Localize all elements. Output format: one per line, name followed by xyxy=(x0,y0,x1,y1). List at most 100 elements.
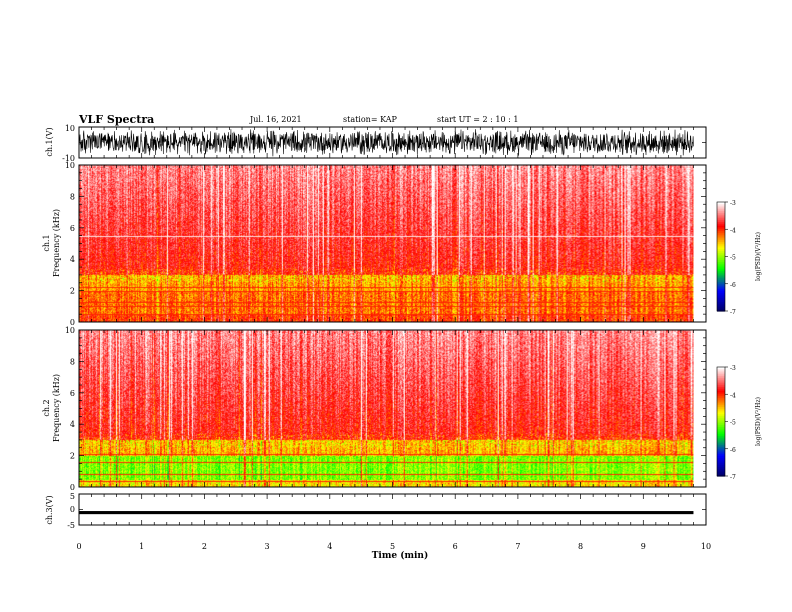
colorbar-segment xyxy=(717,428,725,432)
colorbar-segment xyxy=(717,377,725,381)
time-tick-label: 6 xyxy=(453,542,458,551)
colorbar-segment xyxy=(717,403,725,406)
colorbar-segment xyxy=(717,386,725,390)
colorbar-segment xyxy=(717,212,725,216)
frequency-tick-label: 8 xyxy=(70,192,75,201)
colorbar-segment xyxy=(717,225,725,229)
colorbar-segment xyxy=(717,240,725,243)
colorbar-segment xyxy=(717,421,725,424)
colorbar-segment xyxy=(717,243,725,247)
colorbar-segment xyxy=(717,441,725,444)
ch1-ytick-bottom: -10 xyxy=(62,154,75,163)
colorbar-segment xyxy=(717,426,725,430)
colorbar-segment xyxy=(717,220,725,223)
colorbar-segment xyxy=(717,307,725,310)
time-tick-label: 9 xyxy=(641,542,646,551)
colorbar-segment xyxy=(717,388,725,392)
ch1-waveform-panel: 10 -10 ch.1(V) xyxy=(45,124,707,163)
ch3-ytick-mid: 0 xyxy=(70,505,75,514)
colorbar-segment xyxy=(717,260,725,263)
colorbar-segment xyxy=(717,466,725,470)
colorbar-segment xyxy=(717,401,725,404)
colorbar-segment xyxy=(717,207,725,210)
colorbar-segment xyxy=(717,271,725,274)
ch1-frequency-tick-labels: 0 2 4 6 8 10 xyxy=(65,161,75,327)
colorbar-segment xyxy=(717,399,725,403)
colorbar-segment xyxy=(717,291,725,294)
colorbar-segment xyxy=(717,280,725,283)
colorbar-segment xyxy=(717,203,725,207)
colorbar-segment xyxy=(717,385,725,388)
colorbar-segment xyxy=(717,430,725,433)
colorbar-segment xyxy=(717,450,725,453)
colorbar-segment xyxy=(717,229,725,232)
colorbar-segment xyxy=(717,241,725,245)
colorbar-segment xyxy=(717,202,725,205)
colorbar-segment xyxy=(717,412,725,415)
frequency-tick-label: 4 xyxy=(70,420,75,429)
frequency-tick-label: 10 xyxy=(65,161,75,170)
colorbar-segment xyxy=(717,397,725,401)
colorbar-segment xyxy=(717,231,725,234)
colorbar-segment xyxy=(717,396,725,399)
colorbar-segment xyxy=(717,258,725,261)
colorbar-segment xyxy=(717,434,725,437)
time-tick-label: 1 xyxy=(139,542,144,551)
colorbar-segment xyxy=(717,448,725,452)
time-tick-label: 5 xyxy=(390,542,395,551)
colorbar-segment xyxy=(717,296,725,299)
colorbar-segment xyxy=(717,408,725,412)
colorbar-segment xyxy=(717,472,725,475)
ch1-waveform-ticks xyxy=(78,126,707,159)
colorbar-segment xyxy=(717,252,725,256)
colorbar-segment xyxy=(717,238,725,241)
start-ut-label: start UT = 2 : 10 : 1 xyxy=(437,115,518,124)
colorbar-segment xyxy=(717,376,725,379)
time-tick-label: 3 xyxy=(265,542,270,551)
date-label: Jul. 16, 2021 xyxy=(249,115,302,124)
colorbar-segment xyxy=(717,247,725,250)
colorbar-segment xyxy=(717,265,725,268)
frequency-tick-label: 0 xyxy=(70,318,75,327)
colorbar-segment xyxy=(717,437,725,441)
time-tick-label: 0 xyxy=(76,542,81,551)
colorbar-segment xyxy=(717,457,725,461)
ch3-ytick-top: 5 xyxy=(70,492,75,501)
colorbar-segment xyxy=(717,470,725,473)
frequency-tick-label: 8 xyxy=(70,357,75,366)
colorbar-segment xyxy=(717,468,725,472)
colorbar-segment xyxy=(717,281,725,285)
colorbar-segment xyxy=(717,292,725,296)
colorbar-segment xyxy=(717,285,725,288)
colorbar-segment xyxy=(717,256,725,259)
colorbar-segment xyxy=(717,249,725,252)
colorbar-segment xyxy=(717,305,725,308)
colorbar-segment xyxy=(717,454,725,457)
colorbar-segment xyxy=(717,263,725,267)
colorbar-segment xyxy=(717,278,725,281)
colorbar-label: log(PSD)(V²/Hz) xyxy=(755,397,762,446)
time-axis-label: Time (min) xyxy=(372,550,429,561)
colorbar-segment xyxy=(717,392,725,395)
colorbar-segment xyxy=(717,300,725,303)
colorbar-segment xyxy=(717,419,725,423)
colorbar-segment xyxy=(717,211,725,214)
frequency-tick-label: 2 xyxy=(70,452,75,461)
colorbar-segment xyxy=(717,459,725,463)
ch1-colorbar: -3 -4 -5 -6 -7 log(PSD)(V²/Hz) xyxy=(716,200,762,316)
colorbar-segment xyxy=(717,232,725,236)
time-axis-tick-labels: 0 1 2 3 4 5 6 7 8 9 10 xyxy=(76,542,711,551)
colorbar-segment xyxy=(717,289,725,292)
colorbar-segment xyxy=(717,463,725,466)
ch3-ytick-bottom: -5 xyxy=(67,521,75,530)
ch1-ytick-top: 10 xyxy=(65,124,75,133)
colorbar-segment xyxy=(717,439,725,443)
colorbar-segment xyxy=(717,414,725,417)
time-tick-label: 7 xyxy=(515,542,520,551)
colorbar-segment xyxy=(717,394,725,397)
colorbar-segment xyxy=(717,234,725,238)
colorbar-tick-label: -7 xyxy=(730,474,736,481)
time-tick-label: 8 xyxy=(578,542,583,551)
ch2-spectrogram-panel: 0 2 4 6 8 10 ch.2 Frequency (kHz) xyxy=(42,326,707,492)
colorbar-segment xyxy=(717,254,725,258)
